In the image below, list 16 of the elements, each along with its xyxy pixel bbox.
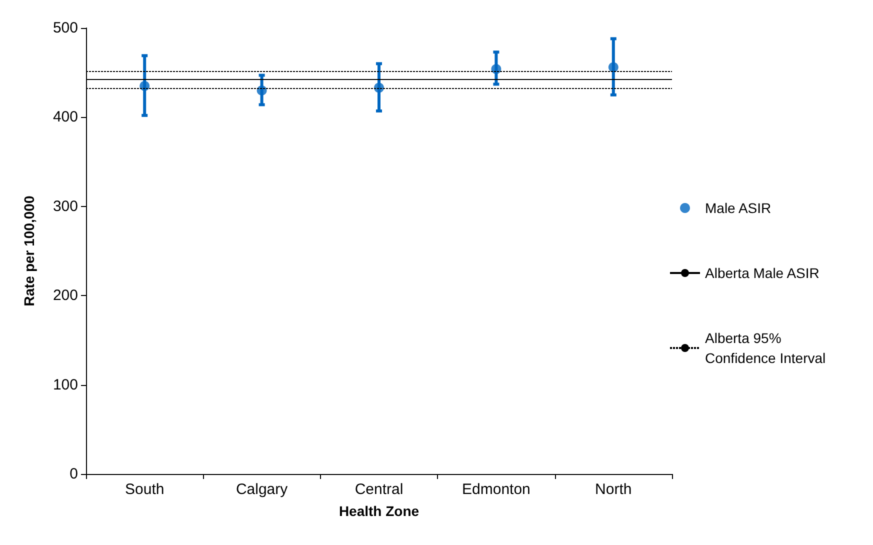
- y-tick-label: 500: [52, 20, 78, 36]
- x-tick-label: Edmonton: [462, 481, 530, 498]
- y-tick-label: 400: [52, 108, 78, 126]
- x-axis-title: Health Zone: [338, 503, 420, 519]
- x-tick-label: Central: [354, 481, 404, 498]
- x-tick-label: Calgary: [236, 481, 288, 498]
- y-tick-label: 200: [52, 287, 78, 304]
- y-axis-title: Rate per 100,000: [21, 196, 37, 306]
- legend-label: Male ASIR: [705, 200, 772, 216]
- y-tick-label: 0: [70, 466, 78, 482]
- x-tick-label: North: [595, 481, 632, 498]
- legend-label: Alberta 95% Confidence Interval: [705, 330, 826, 366]
- y-tick-label: 100: [52, 376, 78, 394]
- y-tick-label: 300: [52, 198, 78, 215]
- x-tick-label: South: [125, 481, 164, 498]
- legend-label: Alberta Male ASIR: [705, 265, 820, 281]
